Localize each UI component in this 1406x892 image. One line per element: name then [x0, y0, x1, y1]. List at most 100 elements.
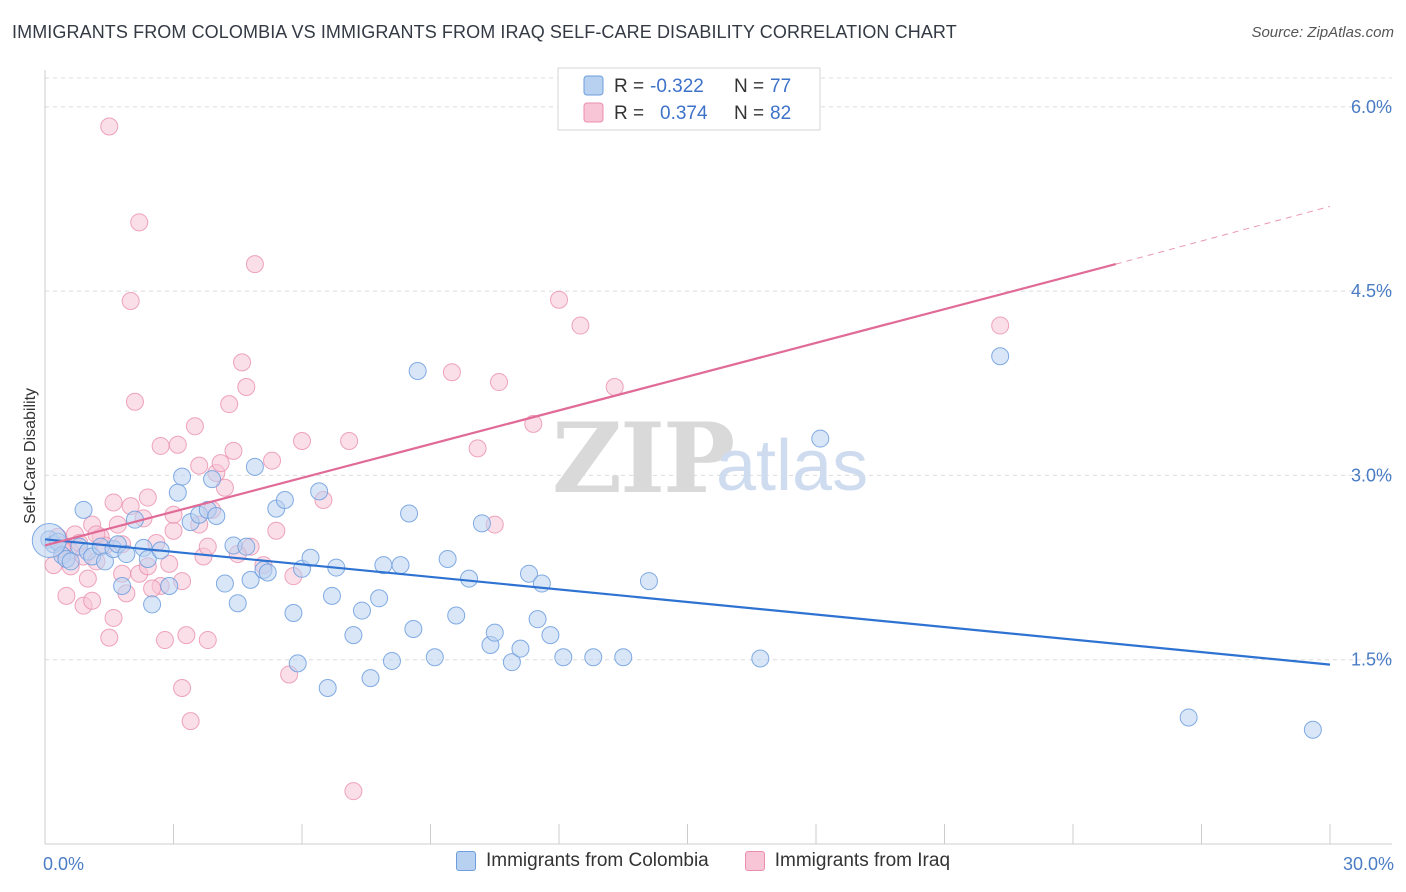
point-colombia — [203, 470, 222, 489]
point-colombia — [584, 648, 603, 667]
point-colombia — [138, 549, 157, 568]
legend-n-value-colombia: 77 — [770, 76, 791, 97]
point-colombia — [370, 589, 389, 608]
trendline-colombia — [44, 538, 1331, 666]
legend-swatch-colombia-bottom — [455, 851, 476, 871]
point-colombia — [310, 482, 329, 501]
legend-swatch-iraq — [583, 102, 604, 123]
point-colombia — [143, 595, 162, 614]
point-iraq — [57, 586, 76, 605]
point-iraq — [237, 377, 256, 396]
point-colombia — [117, 545, 136, 564]
point-iraq — [104, 493, 123, 512]
legend-r-value-iraq: 0.374 — [660, 103, 708, 124]
legend-r-label-iraq: R = — [614, 103, 644, 124]
point-iraq — [550, 290, 568, 309]
point-iraq — [78, 569, 97, 588]
watermark-zip: ZIP — [552, 402, 733, 515]
point-colombia — [237, 537, 256, 556]
point-colombia — [318, 678, 337, 697]
point-iraq — [293, 432, 311, 451]
point-iraq — [104, 608, 123, 627]
point-colombia — [173, 467, 192, 486]
chart-source: Source: ZipAtlas.com — [1251, 24, 1394, 41]
point-colombia — [1303, 720, 1322, 739]
point-colombia — [425, 648, 444, 667]
point-iraq — [138, 488, 157, 507]
legend-n-value-iraq: 82 — [770, 103, 791, 124]
point-iraq — [263, 451, 282, 470]
point-colombia — [113, 577, 132, 595]
watermark: ZIP atlas — [552, 402, 868, 515]
point-iraq — [267, 521, 286, 540]
point-iraq — [490, 373, 509, 392]
point-iraq — [442, 363, 461, 382]
point-iraq — [100, 628, 119, 647]
point-iraq — [143, 579, 162, 598]
point-iraq — [181, 712, 200, 731]
point-colombia — [400, 504, 419, 523]
point-iraq — [605, 377, 624, 396]
point-colombia — [511, 639, 530, 658]
point-iraq — [164, 521, 183, 540]
point-colombia — [288, 654, 307, 673]
point-iraq — [224, 441, 243, 460]
point-colombia — [207, 506, 226, 525]
point-colombia — [361, 669, 380, 688]
point-iraq — [168, 435, 187, 454]
series-legend: Immigrants from Colombia Immigrants from… — [0, 850, 1406, 872]
point-iraq — [468, 439, 487, 458]
legend-n-label-iraq: N = — [734, 103, 764, 124]
point-colombia — [344, 626, 363, 645]
point-iraq — [991, 316, 1010, 335]
point-iraq — [198, 537, 217, 556]
point-colombia — [258, 563, 277, 582]
point-colombia — [811, 429, 830, 448]
axes — [44, 70, 1392, 845]
point-colombia — [472, 514, 491, 533]
point-colombia — [408, 362, 427, 380]
trendline-iraq — [44, 263, 1117, 547]
legend-r-label-colombia: R = — [614, 76, 644, 97]
point-colombia — [160, 577, 179, 595]
point-iraq — [524, 414, 543, 433]
point-colombia — [74, 500, 93, 519]
trend-lines — [44, 205, 1331, 666]
point-iraq — [344, 782, 363, 801]
legend-n-label-colombia: N = — [734, 76, 764, 97]
point-colombia — [352, 601, 371, 620]
point-colombia — [528, 610, 547, 629]
point-colombia — [1179, 708, 1198, 727]
point-iraq — [121, 291, 140, 310]
y-axis-label: Self-Care Disability — [22, 388, 39, 524]
point-colombia — [532, 574, 551, 593]
point-colombia — [245, 457, 264, 476]
legend-label-iraq: Immigrants from Iraq — [774, 850, 951, 871]
point-iraq — [185, 417, 204, 436]
point-colombia — [61, 552, 80, 571]
point-colombia — [275, 491, 294, 509]
legend-swatch-iraq-bottom — [744, 851, 765, 871]
point-colombia — [322, 586, 341, 605]
y-tick-label: 6.0% — [1351, 97, 1392, 117]
point-iraq — [160, 554, 179, 573]
point-colombia — [382, 651, 401, 670]
point-iraq — [220, 395, 239, 414]
point-colombia — [614, 648, 633, 667]
point-colombia — [284, 604, 303, 623]
trendline-iraq-extension — [1115, 205, 1331, 265]
point-colombia — [168, 483, 187, 502]
point-iraq — [177, 626, 196, 645]
point-colombia — [438, 549, 457, 568]
y-tick-label: 1.5% — [1351, 650, 1392, 670]
point-iraq — [125, 392, 144, 411]
chart-title: IMMIGRANTS FROM COLOMBIA VS IMMIGRANTS F… — [12, 22, 957, 42]
point-colombia — [460, 569, 479, 588]
point-iraq — [198, 631, 217, 650]
point-colombia — [485, 623, 504, 642]
point-iraq — [130, 213, 149, 232]
point-colombia — [447, 606, 466, 625]
point-iraq — [151, 436, 170, 455]
point-iraq — [340, 432, 359, 451]
